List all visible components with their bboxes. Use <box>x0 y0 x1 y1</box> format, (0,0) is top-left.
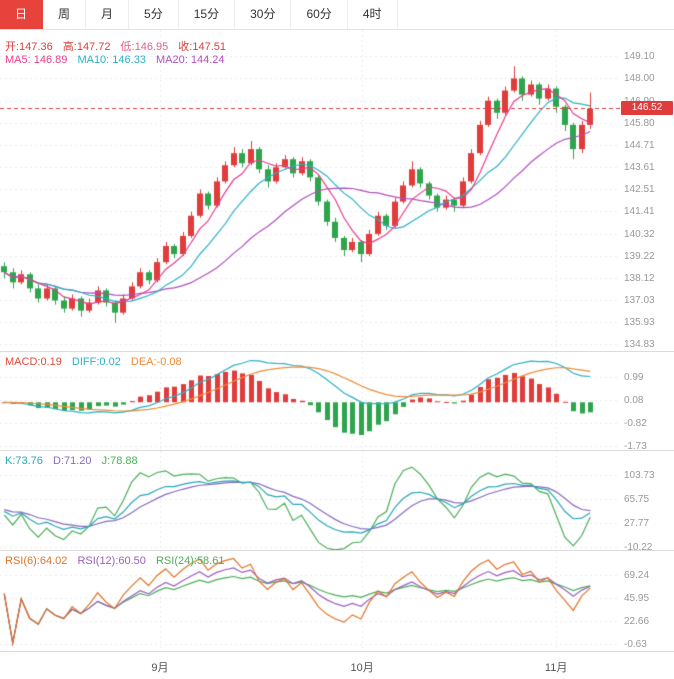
axis-tick-label: 142.51 <box>624 184 655 196</box>
rsi24-value: RSI(24):58.61 <box>155 555 225 567</box>
ma10-value: MA10: 146.33 <box>77 54 146 66</box>
tab-30min[interactable]: 30分 <box>235 0 292 29</box>
axis-tick-label: 22.66 <box>624 615 650 627</box>
rsi6-value: RSI(6):64.02 <box>5 555 68 567</box>
rsi-panel: RSI(6):64.02 RSI(12):60.50 RSI(24):58.61… <box>0 551 674 652</box>
tab-day[interactable]: 日 <box>0 0 44 29</box>
axis-tick-label: 145.80 <box>624 117 655 129</box>
time-axis: 9月 10月 11月 <box>0 652 674 679</box>
ohlc-legend: 开:147.36 高:147.72 低:146.95 收:147.51 <box>5 38 233 54</box>
axis-tick-label: -1.73 <box>624 440 647 452</box>
month-label-october: 10月 <box>350 662 374 674</box>
k-value: K:73.76 <box>5 455 43 467</box>
axis-tick-label: -0.63 <box>624 638 647 650</box>
tab-month[interactable]: 月 <box>86 0 130 29</box>
axis-tick-label: 134.83 <box>624 339 655 351</box>
macd-legend: MACD:0.19 DIFF:0.02 DEA:-0.08 <box>5 356 189 368</box>
timeframe-toolbar: 日 周 月 5分 15分 30分 60分 4时 <box>0 0 674 30</box>
axis-tick-label: 0.08 <box>624 395 644 407</box>
axis-tick-label: 140.32 <box>624 228 655 240</box>
tab-week[interactable]: 周 <box>43 0 87 29</box>
open-value: 开:147.36 <box>5 41 53 53</box>
month-label-november: 11月 <box>544 662 568 674</box>
kdj-panel: K:73.76 D:71.20 J:78.88 103.73 65.75 27.77… <box>0 451 674 553</box>
rsi-legend: RSI(6):64.02 RSI(12):60.50 RSI(24):58.61 <box>5 555 231 567</box>
rsi-axis: 69.24 45.95 22.66 -0.63 <box>620 551 674 651</box>
price-axis: 146.52 149.10 148.00 146.90 145.80 144.71 143… <box>620 30 674 351</box>
axis-tick-label: 143.61 <box>624 162 655 174</box>
rsi12-value: RSI(12):60.50 <box>77 555 146 567</box>
axis-tick-label: 146.90 <box>624 96 655 107</box>
candlestick-chart-canvas[interactable] <box>0 30 620 351</box>
axis-tick-label: 135.93 <box>624 317 655 329</box>
d-value: D:71.20 <box>52 455 92 467</box>
tab-4hour[interactable]: 4时 <box>348 0 398 29</box>
axis-tick-label: 144.71 <box>624 139 655 151</box>
diff-value: DIFF:0.02 <box>71 356 121 368</box>
low-value: 低:146.95 <box>120 41 169 53</box>
axis-tick-label: 0.99 <box>624 372 644 384</box>
axis-tick-label: 141.41 <box>624 206 655 218</box>
price-panel: 开:147.36 高:147.72 低:146.95 收:147.51 MA5:… <box>0 30 674 352</box>
macd-axis: 0.99 0.08 -0.82 -1.73 <box>620 352 674 452</box>
axis-tick-label: 149.10 <box>624 51 655 63</box>
macd-chart-canvas[interactable] <box>0 352 620 450</box>
axis-tick-label: 137.03 <box>624 294 655 306</box>
axis-tick-label: 65.75 <box>624 493 650 505</box>
ma20-value: MA20: 144.24 <box>156 54 225 66</box>
axis-tick-label: 69.24 <box>624 569 650 581</box>
close-value: 收:147.51 <box>178 41 226 53</box>
kdj-legend: K:73.76 D:71.20 J:78.88 <box>5 455 145 467</box>
dea-value: DEA:-0.08 <box>130 356 182 368</box>
rsi-chart-canvas[interactable] <box>0 551 620 651</box>
axis-tick-label: -10.22 <box>624 541 653 553</box>
kdj-chart-canvas[interactable] <box>0 451 620 550</box>
j-value: J:78.88 <box>101 455 138 467</box>
last-price-badge: 146.52 <box>621 101 673 116</box>
axis-tick-label: 138.12 <box>624 272 655 284</box>
axis-tick-label: 27.77 <box>624 517 650 529</box>
kdj-axis: 103.73 65.75 27.77 -10.22 <box>620 451 674 553</box>
high-value: 高:147.72 <box>62 41 111 53</box>
month-label-september: 9月 <box>151 662 169 674</box>
axis-tick-label: 103.73 <box>624 469 655 481</box>
ma-legend: MA5: 146.89 MA10: 146.33 MA20: 144.24 <box>5 54 232 66</box>
axis-tick-label: -0.82 <box>624 417 647 429</box>
ma5-value: MA5: 146.89 <box>5 54 68 66</box>
tab-15min[interactable]: 15分 <box>179 0 236 29</box>
axis-tick-label: 45.95 <box>624 592 650 604</box>
axis-tick-label: 148.00 <box>624 73 655 85</box>
tab-60min[interactable]: 60分 <box>291 0 348 29</box>
macd-value: MACD:0.19 <box>5 356 62 368</box>
tab-5min[interactable]: 5分 <box>129 0 179 29</box>
axis-tick-label: 139.22 <box>624 250 655 262</box>
macd-panel: MACD:0.19 DIFF:0.02 DEA:-0.08 0.99 0.08 -0… <box>0 352 674 452</box>
